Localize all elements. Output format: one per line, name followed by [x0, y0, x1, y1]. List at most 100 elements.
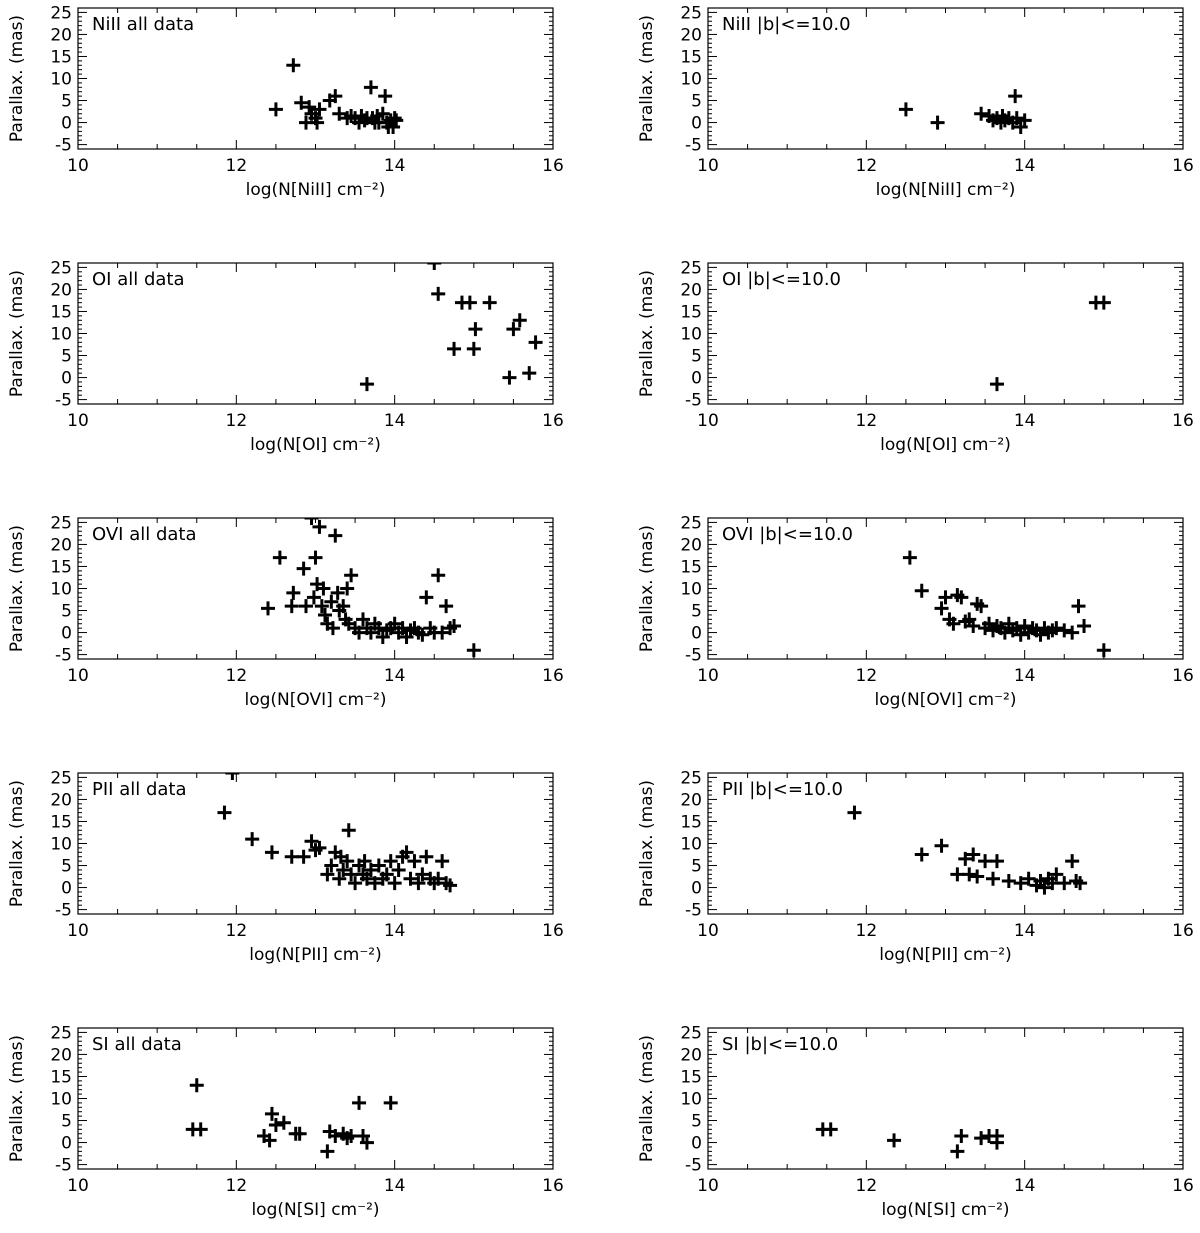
x-tick-label: 12 [856, 1176, 878, 1196]
data-point-marker [363, 625, 378, 640]
data-point-marker [344, 867, 359, 882]
data-point-marker [419, 590, 434, 605]
data-point-marker [262, 1133, 277, 1148]
data-point-marker [328, 89, 343, 104]
y-tick-label: 5 [61, 347, 72, 367]
data-point-marker [318, 607, 332, 622]
data-point-marker [411, 876, 426, 891]
y-tick-label: 0 [691, 879, 702, 899]
marker-layer [217, 773, 458, 893]
y-axis-title: Parallax. (mas) [7, 15, 27, 142]
data-point-marker [934, 838, 949, 853]
data-point-marker [462, 295, 477, 310]
y-tick-label: 15 [50, 47, 72, 67]
x-tick-label: 14 [384, 156, 406, 176]
data-point-marker [934, 601, 949, 616]
x-tick-label: 16 [542, 921, 564, 941]
y-tick-label: -5 [685, 1156, 702, 1176]
marker-layer [989, 295, 1111, 392]
data-point-marker [887, 1133, 902, 1148]
y-tick-label: 0 [691, 1134, 702, 1154]
data-point-marker [306, 590, 321, 605]
y-axis-title: Parallax. (mas) [637, 15, 657, 142]
data-point-marker [1057, 876, 1072, 891]
y-tick-label: -5 [55, 391, 72, 411]
data-point-marker [296, 849, 311, 864]
data-point-marker [296, 561, 311, 576]
data-point-marker [966, 618, 981, 633]
data-point-marker [902, 550, 917, 565]
x-tick-label: 10 [67, 921, 89, 941]
x-axis-title: log(N[NiII] cm⁻²) [876, 180, 1016, 200]
y-tick-label: 10 [50, 835, 72, 855]
data-point-marker [276, 1115, 291, 1130]
panel-label: OVI all data [92, 524, 197, 545]
data-point-marker [348, 876, 363, 891]
x-tick-label: 10 [697, 921, 719, 941]
data-point-marker [325, 621, 340, 636]
data-point-marker [1001, 873, 1016, 888]
y-tick-label: 5 [691, 347, 702, 367]
y-tick-label: 15 [680, 812, 702, 832]
data-point-marker [989, 1128, 1004, 1143]
panel-label: SI |b|<=10.0 [722, 1034, 838, 1055]
data-point-marker [974, 106, 989, 121]
data-point-marker [427, 263, 442, 270]
data-point-marker [419, 849, 434, 864]
data-point-marker [1057, 623, 1072, 638]
data-point-marker [344, 568, 359, 583]
data-point-marker [930, 115, 945, 130]
x-tick-label: 14 [384, 1176, 406, 1196]
y-tick-label: 25 [50, 258, 72, 278]
x-tick-label: 16 [1172, 411, 1194, 431]
data-point-marker [304, 834, 319, 849]
y-tick-label: 25 [680, 258, 702, 278]
y-tick-label: 20 [50, 280, 72, 300]
data-point-marker [528, 335, 543, 350]
data-point-marker [466, 643, 481, 658]
data-point-marker [193, 1122, 208, 1137]
x-tick-label: 12 [226, 666, 248, 686]
y-tick-label: 25 [50, 768, 72, 788]
data-point-marker [363, 862, 378, 877]
x-tick-label: 14 [1014, 1176, 1036, 1196]
panel-label: NiII |b|<=10.0 [722, 14, 851, 35]
data-point-marker [272, 550, 287, 565]
x-tick-label: 16 [542, 1176, 564, 1196]
data-point-marker [268, 102, 283, 117]
data-point-marker [986, 871, 1000, 886]
data-point-marker [1096, 295, 1111, 310]
data-point-marker [359, 1135, 374, 1150]
data-point-marker [344, 1128, 359, 1143]
marker-layer [815, 1122, 1004, 1159]
marker-layer [185, 1078, 398, 1159]
data-point-marker [1077, 618, 1092, 633]
x-tick-label: 14 [1014, 156, 1036, 176]
y-tick-label: 20 [50, 25, 72, 45]
y-tick-label: 15 [680, 302, 702, 322]
data-point-marker [312, 519, 327, 534]
x-tick-label: 12 [226, 156, 248, 176]
data-point-marker [286, 585, 301, 600]
data-point-marker [341, 823, 356, 838]
data-point-marker [1008, 89, 1023, 104]
data-point-marker [363, 80, 378, 95]
data-point-marker [328, 528, 343, 543]
x-axis-title: log(N[OI] cm⁻²) [880, 435, 1011, 455]
data-point-marker [302, 100, 317, 115]
data-point-marker [328, 1128, 343, 1143]
data-point-marker [357, 854, 372, 869]
data-point-marker [962, 867, 977, 882]
data-point-marker [367, 876, 382, 891]
y-tick-label: 25 [680, 1023, 702, 1043]
x-tick-label: 12 [856, 156, 878, 176]
marker-layer [902, 550, 1111, 658]
y-tick-label: 15 [50, 557, 72, 577]
data-point-marker [950, 1144, 965, 1159]
x-tick-label: 12 [856, 411, 878, 431]
data-point-marker [217, 805, 232, 820]
y-tick-label: 5 [691, 857, 702, 877]
y-tick-label: -5 [685, 646, 702, 666]
